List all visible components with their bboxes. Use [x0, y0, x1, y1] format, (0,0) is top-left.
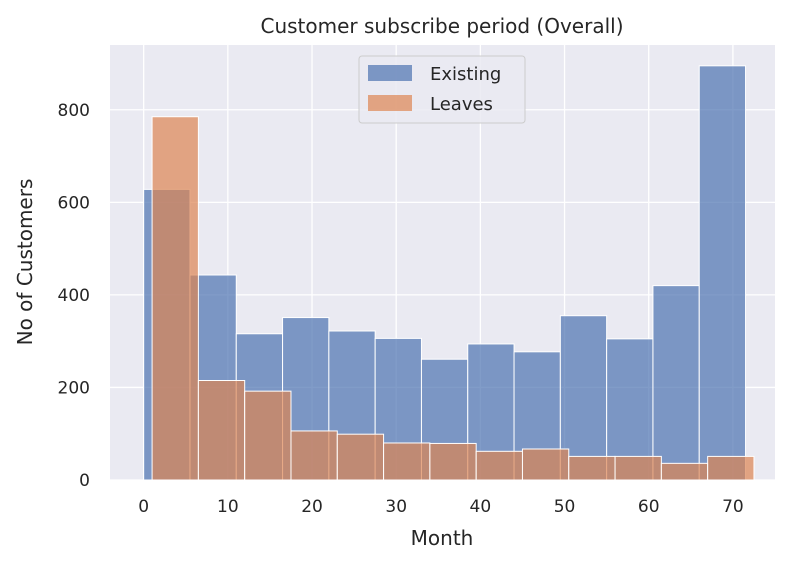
bar-leaves — [244, 390, 292, 481]
x-tick-label: 20 — [301, 497, 323, 517]
series-leaves — [151, 116, 755, 481]
chart-title: Customer subscribe period (Overall) — [261, 14, 624, 38]
bar-leaves — [290, 430, 338, 481]
legend-swatch-existing — [368, 65, 412, 81]
bar-leaves — [521, 448, 570, 481]
x-tick-label: 10 — [217, 497, 239, 517]
bar-leaves — [707, 455, 755, 481]
bar-leaves — [151, 116, 199, 481]
x-tick-label: 70 — [722, 497, 744, 517]
bar-leaves — [429, 442, 477, 481]
legend: Existing Leaves — [358, 55, 526, 124]
bar-leaves — [383, 442, 431, 481]
y-tick-label: 0 — [79, 471, 90, 491]
bar-existing — [652, 285, 700, 481]
bar-leaves — [475, 450, 523, 481]
x-tick-label: 60 — [638, 497, 660, 517]
bar-leaves — [197, 380, 246, 481]
bar-leaves — [660, 462, 709, 481]
legend-label-existing: Existing — [430, 64, 501, 85]
x-tick-label: 50 — [554, 497, 576, 517]
bar-leaves — [614, 455, 662, 481]
y-tick-label: 600 — [58, 193, 90, 213]
bar-leaves — [336, 433, 385, 481]
x-tick-label: 30 — [385, 497, 407, 517]
bar-existing — [698, 65, 747, 481]
bars — [143, 65, 755, 481]
legend-label-leaves: Leaves — [430, 94, 493, 115]
y-axis-label: No of Customers — [13, 179, 37, 346]
x-axis-label: Month — [411, 526, 474, 550]
tick-labels: 0 10 20 30 40 50 60 70 0 200 400 600 800 — [58, 101, 744, 517]
legend-swatch-leaves — [368, 95, 412, 111]
bar-leaves — [568, 455, 616, 481]
y-tick-label: 200 — [58, 378, 90, 398]
x-tick-label: 40 — [470, 497, 492, 517]
y-tick-label: 800 — [58, 101, 90, 121]
x-tick-label: 0 — [138, 497, 149, 517]
y-tick-label: 400 — [58, 286, 90, 306]
